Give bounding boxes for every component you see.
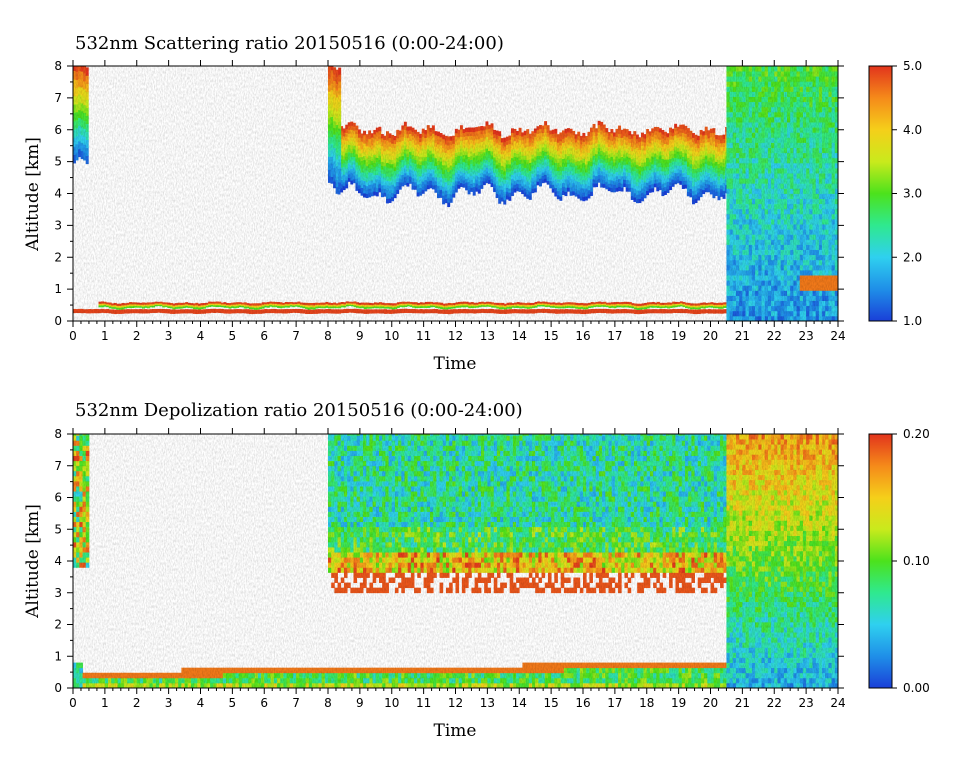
x-tick-label: 24 [830, 696, 845, 710]
y-tick-label: 6 [54, 491, 62, 505]
x-tick-label: 12 [448, 329, 463, 343]
colorbar-tick-label: 0.00 [903, 681, 930, 695]
x-tick-label: 24 [830, 329, 845, 343]
scattering-ratio-panel: 532nm Scattering ratio 20150516 (0:00-24… [23, 33, 922, 374]
x-tick-label: 4 [197, 696, 205, 710]
x-tick-label: 22 [767, 329, 782, 343]
colorbar-tick-label: 0.20 [903, 427, 930, 441]
y-tick-label: 4 [54, 187, 62, 201]
depolarization-x-axis-label: Time [434, 721, 477, 741]
x-tick-label: 18 [639, 329, 654, 343]
x-tick-label: 0 [69, 329, 77, 343]
y-tick-label: 5 [54, 155, 62, 169]
x-tick-label: 12 [448, 696, 463, 710]
x-tick-label: 17 [607, 696, 622, 710]
depolarization-colorbar-ticks: 0.00 0.10 0.20 [892, 427, 930, 695]
colorbar-tick-label: 2.0 [903, 250, 922, 264]
scattering-y-axis-label: Altitude [km] [23, 137, 43, 252]
y-tick-label: 1 [54, 282, 62, 296]
y-tick-label: 1 [54, 649, 62, 663]
x-tick-label: 3 [165, 696, 173, 710]
x-tick-label: 0 [69, 696, 77, 710]
y-tick-label: 2 [54, 250, 62, 264]
x-tick-label: 1 [101, 329, 109, 343]
depolarization-axes: 0 1 2 3 4 5 6 7 8 9 10 11 12 13 14 15 16 17 18 19 20 21 22 23 24… [54, 427, 845, 710]
y-tick-label: 0 [54, 314, 62, 328]
x-tick-label: 13 [480, 329, 495, 343]
depolarization-ratio-panel: 532nm Depolization ratio 20150516 (0:00-… [23, 400, 930, 741]
scattering-axes: 0 1 2 3 4 5 6 7 8 9 10 11 12 13 14 15 16 17 18 19 20 21 22 23 24… [54, 59, 845, 343]
x-tick-label: 21 [735, 329, 750, 343]
x-tick-label: 2 [133, 329, 141, 343]
scattering-colorbar-ticks: 1.0 2.0 3.0 4.0 5.0 [892, 59, 922, 328]
x-tick-label: 9 [356, 329, 364, 343]
scattering-colorbar [868, 65, 893, 322]
colorbar-tick-label: 5.0 [903, 59, 922, 73]
x-tick-label: 10 [384, 696, 399, 710]
y-tick-label: 2 [54, 618, 62, 632]
y-tick-label: 3 [54, 586, 62, 600]
x-tick-label: 6 [260, 696, 268, 710]
x-tick-label: 22 [767, 696, 782, 710]
scattering-heatmap [73, 66, 838, 321]
x-tick-label: 13 [480, 696, 495, 710]
y-tick-label: 8 [54, 59, 62, 73]
x-tick-label: 14 [512, 696, 527, 710]
x-tick-label: 11 [416, 696, 431, 710]
x-tick-label: 14 [512, 329, 527, 343]
x-tick-label: 23 [798, 329, 813, 343]
colorbar-tick-label: 1.0 [903, 314, 922, 328]
x-tick-label: 8 [324, 329, 332, 343]
depolarization-colorbar [868, 433, 893, 689]
x-tick-label: 8 [324, 696, 332, 710]
y-tick-label: 3 [54, 218, 62, 232]
x-tick-label: 2 [133, 696, 141, 710]
x-tick-label: 4 [197, 329, 205, 343]
y-tick-label: 4 [54, 554, 62, 568]
scattering-x-axis-label: Time [434, 354, 477, 374]
x-tick-label: 16 [575, 329, 590, 343]
speckle-texture [73, 434, 838, 688]
x-tick-label: 21 [735, 696, 750, 710]
y-tick-label: 5 [54, 522, 62, 536]
x-tick-label: 18 [639, 696, 654, 710]
x-tick-label: 17 [607, 329, 622, 343]
x-tick-label: 6 [260, 329, 268, 343]
y-tick-label: 6 [54, 123, 62, 137]
x-tick-label: 7 [292, 696, 300, 710]
x-tick-label: 5 [229, 696, 237, 710]
y-tick-label: 7 [54, 459, 62, 473]
x-tick-label: 1 [101, 696, 109, 710]
x-tick-label: 19 [671, 696, 686, 710]
depolarization-title: 532nm Depolization ratio 20150516 (0:00-… [75, 400, 523, 421]
x-tick-label: 3 [165, 329, 173, 343]
x-tick-label: 19 [671, 329, 686, 343]
x-tick-label: 10 [384, 329, 399, 343]
depolarization-heatmap [73, 434, 838, 688]
speckle-texture [73, 66, 838, 321]
scattering-title: 532nm Scattering ratio 20150516 (0:00-24… [75, 33, 504, 54]
x-tick-label: 23 [798, 696, 813, 710]
depolarization-y-axis-label: Altitude [km] [23, 504, 43, 619]
x-tick-label: 5 [229, 329, 237, 343]
x-tick-label: 20 [703, 696, 718, 710]
y-tick-label: 0 [54, 681, 62, 695]
y-tick-label: 7 [54, 91, 62, 105]
colorbar-tick-label: 3.0 [903, 187, 922, 201]
x-tick-label: 9 [356, 696, 364, 710]
x-tick-label: 16 [575, 696, 590, 710]
colorbar-tick-label: 0.10 [903, 554, 930, 568]
y-tick-label: 8 [54, 427, 62, 441]
x-tick-label: 11 [416, 329, 431, 343]
x-tick-label: 15 [543, 696, 558, 710]
x-tick-label: 15 [543, 329, 558, 343]
x-tick-label: 7 [292, 329, 300, 343]
colorbar-tick-label: 4.0 [903, 123, 922, 137]
x-tick-label: 20 [703, 329, 718, 343]
